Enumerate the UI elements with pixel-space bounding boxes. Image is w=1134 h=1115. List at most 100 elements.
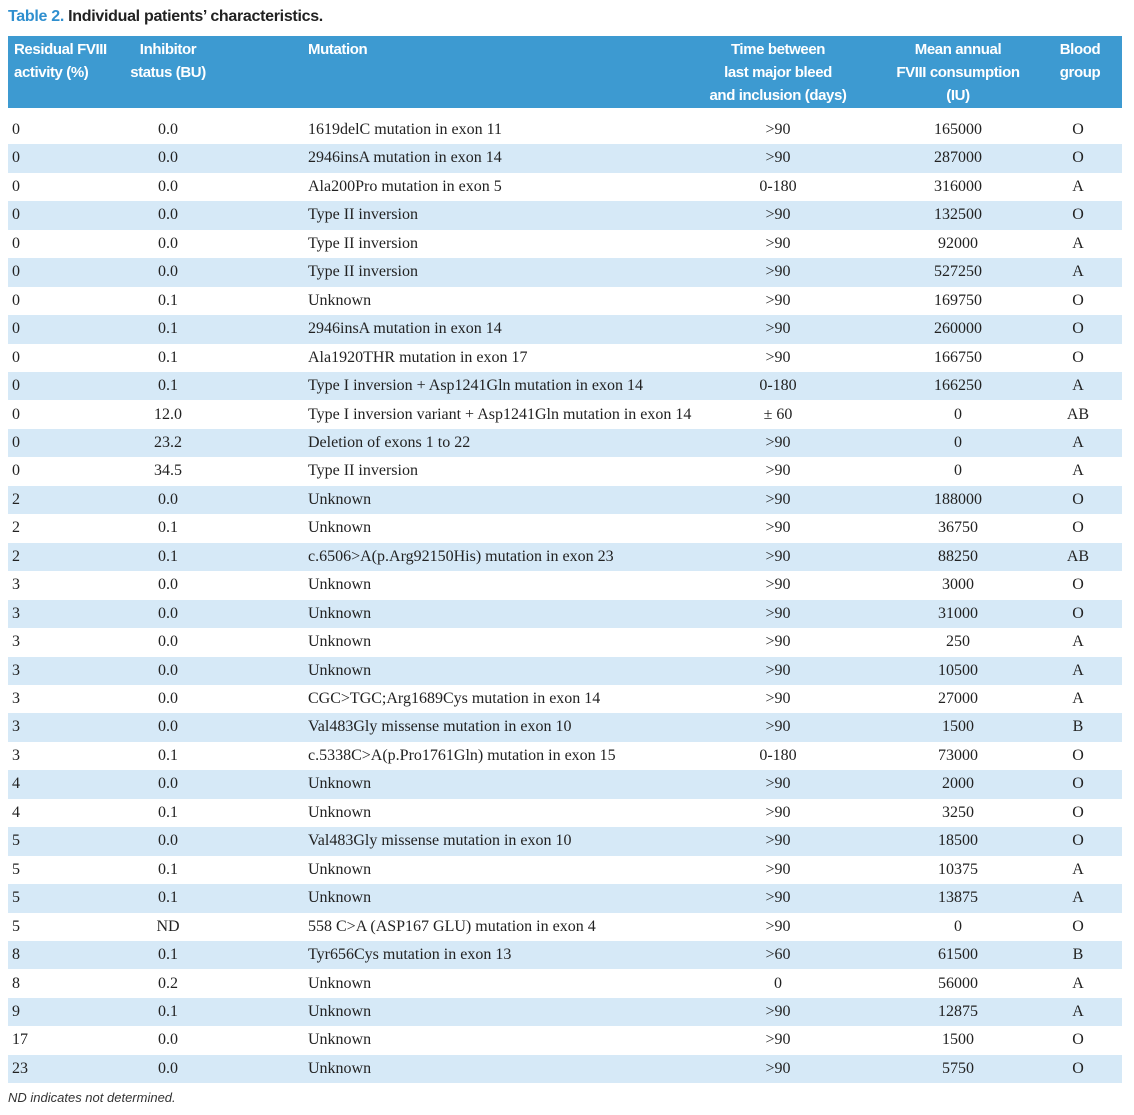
table-cell: 3 bbox=[12, 633, 20, 651]
table-cell: 13875 bbox=[938, 889, 978, 907]
table-row: 8 0.2 Unknown 0 56000 A bbox=[8, 970, 1122, 998]
table-cell: 0.1 bbox=[158, 860, 178, 878]
table-row: 0 0.0 Type II inversion >90 132500 O bbox=[8, 201, 1122, 230]
table-cell: O bbox=[1072, 917, 1084, 935]
table-cell: O bbox=[1072, 775, 1084, 793]
table-cell: >90 bbox=[765, 576, 791, 594]
table-cell: 2946insA mutation in exon 14 bbox=[308, 149, 502, 167]
table-row: 3 0.0 Unknown >90 31000 O bbox=[8, 599, 1122, 629]
table-cell: 0 bbox=[954, 462, 962, 480]
table-cell: 188000 bbox=[934, 490, 982, 508]
table-cell: >90 bbox=[765, 547, 791, 565]
table-cell: Unknown bbox=[308, 803, 372, 821]
table-cell: B bbox=[1072, 718, 1084, 736]
table-cell: 0 bbox=[954, 405, 962, 423]
table-cell: Unknown bbox=[308, 291, 372, 309]
table-cell: 5 bbox=[12, 889, 20, 907]
table-cell: 0 bbox=[12, 348, 20, 366]
table-cell: 27000 bbox=[938, 690, 978, 707]
table-cell: AB bbox=[1066, 547, 1090, 565]
table-cell: B bbox=[1072, 946, 1084, 964]
table-cell: Unknown bbox=[308, 519, 372, 537]
table-cell: 12875 bbox=[938, 1002, 978, 1020]
table-cell: 0.1 bbox=[158, 519, 178, 537]
table-cell: 0.1 bbox=[158, 1002, 178, 1020]
table-cell: 36750 bbox=[938, 519, 978, 537]
table-row: 0 0.0 Type II inversion >90 92000 A bbox=[8, 230, 1122, 258]
table-cell: Unknown bbox=[308, 604, 372, 622]
table-cell: 0.0 bbox=[158, 1059, 178, 1077]
table-cell: 3000 bbox=[942, 576, 974, 594]
table-cell: 0 bbox=[954, 433, 962, 451]
table-cell: 9 bbox=[12, 1002, 20, 1020]
table-cell: 10375 bbox=[938, 860, 978, 878]
table-cell: 132500 bbox=[934, 206, 982, 224]
table-cell: c.5338C>A(p.Pro1761Gln) mutation in exon… bbox=[308, 746, 616, 764]
table-cell: 3 bbox=[12, 576, 20, 594]
table-cell: 5 bbox=[12, 860, 20, 878]
table-cell: 0.0 bbox=[158, 177, 178, 195]
table-cell: O bbox=[1072, 1031, 1084, 1049]
header-band bbox=[8, 36, 1122, 108]
table-cell: 0 bbox=[12, 405, 20, 423]
footnote: ND indicates not determined. bbox=[8, 1090, 176, 1105]
table-cell: 316000 bbox=[934, 177, 982, 195]
table-cell: A bbox=[1072, 661, 1084, 679]
table-cell: >90 bbox=[765, 149, 791, 167]
table-cell: 2 bbox=[12, 519, 20, 537]
table-cell: Tyr656Cys mutation in exon 13 bbox=[308, 946, 512, 964]
table-cell: Type II inversion bbox=[308, 206, 418, 224]
table-cell: >90 bbox=[765, 519, 791, 537]
table-cell: O bbox=[1072, 206, 1084, 224]
table-cell: Unknown bbox=[308, 775, 372, 793]
table-cell: 5 bbox=[12, 832, 20, 850]
table-cell: >90 bbox=[765, 234, 791, 252]
table-cell: 166250 bbox=[934, 377, 982, 395]
table-cell: Val483Gly missense mutation in exon 10 bbox=[308, 832, 572, 850]
table-cell: >90 bbox=[765, 1031, 791, 1049]
table-row: 0 34.5 Type II inversion >90 0 A bbox=[8, 457, 1122, 485]
column-header: Residual FVIII activity (%) bbox=[14, 41, 107, 81]
column-header: Time between last major bleed and inclus… bbox=[709, 41, 847, 104]
table-row: 5 0.0 Val483Gly missense mutation in exon … bbox=[8, 827, 1122, 856]
table-row: 4 0.1 Unknown >90 3250 O bbox=[8, 799, 1122, 827]
table-cell: 0 bbox=[12, 263, 20, 281]
table-row: 23 0.0 Unknown >90 5750 O bbox=[8, 1054, 1122, 1084]
table-cell: A bbox=[1072, 462, 1084, 480]
table-row: 3 0.0 Val483Gly missense mutation in exon … bbox=[8, 713, 1122, 742]
table-row: 0 12.0 Type I inversion variant + Asp1241G… bbox=[8, 401, 1122, 429]
table-cell: >90 bbox=[765, 320, 791, 338]
table-cell: 4 bbox=[12, 803, 20, 821]
table-cell: Type II inversion bbox=[308, 462, 418, 480]
table-cell: A bbox=[1072, 377, 1084, 395]
table-cell: A bbox=[1072, 234, 1084, 252]
caption-title: Individual patients’ characteristics. bbox=[68, 8, 323, 25]
table-cell: Type I inversion + Asp1241Gln mutation i… bbox=[308, 377, 643, 395]
table-cell: 5 bbox=[12, 917, 20, 935]
table-cell: 0.1 bbox=[158, 547, 178, 565]
column-header: Mutation bbox=[308, 41, 368, 58]
table-cell: 92000 bbox=[938, 234, 978, 252]
table-cell: Type I inversion variant + Asp1241Gln mu… bbox=[308, 405, 692, 423]
table-row: 3 0.1 c.5338C>A(p.Pro1761Gln) mutation in … bbox=[8, 742, 1122, 770]
table-cell: 165000 bbox=[934, 121, 982, 138]
table-cell: >90 bbox=[765, 661, 791, 679]
table-cell: 169750 bbox=[934, 291, 982, 309]
table-row: 0 0.0 1619delC mutation in exon 11 >90 16500… bbox=[8, 116, 1122, 144]
table-cell: A bbox=[1072, 263, 1084, 281]
table-row: 0 0.1 2946insA mutation in exon 14 >90 26000… bbox=[8, 315, 1122, 344]
table-row: 2 0.1 c.6506>A(p.Arg92150His) mutation in … bbox=[8, 542, 1122, 572]
table-row: 0 0.0 2946insA mutation in exon 14 >90 28700… bbox=[8, 144, 1122, 173]
table-cell: 0 bbox=[12, 377, 20, 395]
table-cell: 0.2 bbox=[158, 974, 178, 992]
caption-label: Table 2. bbox=[8, 8, 64, 25]
table-cell: >90 bbox=[765, 433, 791, 451]
table-cell: O bbox=[1072, 519, 1084, 537]
table-cell: 166750 bbox=[934, 348, 982, 366]
table-cell: O bbox=[1072, 746, 1084, 764]
table-cell: 0-180 bbox=[759, 746, 797, 764]
table-cell: 73000 bbox=[938, 746, 978, 764]
table-cell: ± 60 bbox=[763, 405, 793, 423]
table-row: 0 0.1 Ala1920THR mutation in exon 17 >90 166… bbox=[8, 344, 1122, 372]
